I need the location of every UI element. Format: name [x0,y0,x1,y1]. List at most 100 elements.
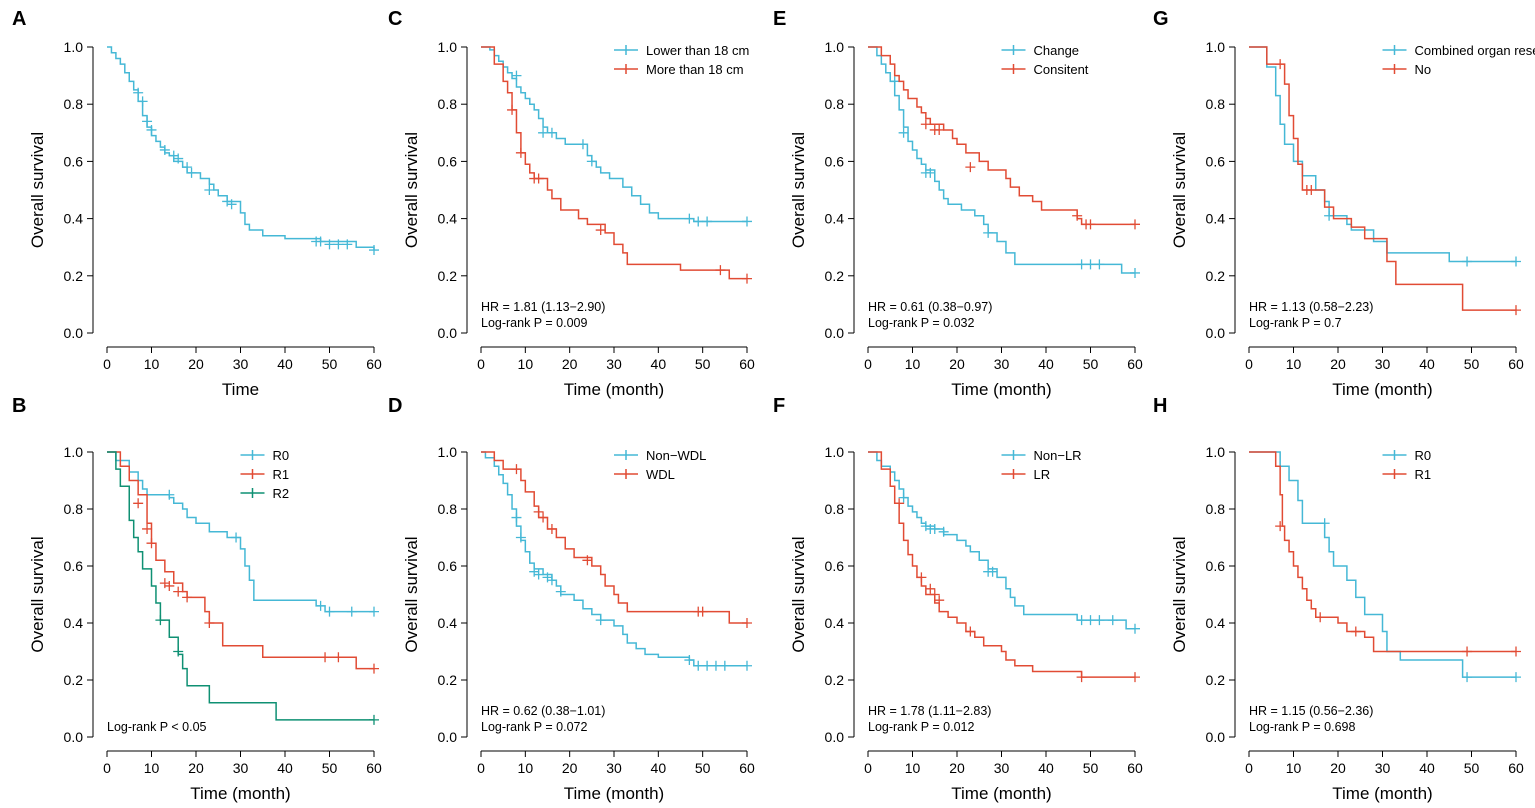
y-tick-label: 0.0 [438,729,458,745]
censor-mark [1076,672,1087,683]
censor-mark [983,227,994,238]
series-line-lr [868,451,1135,678]
x-tick-label: 20 [188,356,204,372]
legend-key [1001,64,1026,74]
x-tick-label: 30 [606,356,622,372]
panel-C: C 0 10 20 30 40 50 60 0.0 0.2 0.4 0.6 0.8 1.0 Time (mo… [388,8,755,399]
y-tick-label: 0.4 [1206,211,1226,227]
censor-mark [1350,626,1361,637]
series-line-r0 [1249,451,1516,678]
x-tick-label: 50 [1083,760,1099,776]
x-tick-label: 60 [366,760,382,776]
censor-mark [1275,59,1286,70]
legend-label: WDL [646,467,675,482]
legend-key [240,469,265,479]
y-tick-label: 0.8 [1206,96,1226,112]
censor-mark [586,156,597,167]
censor-mark [715,265,726,276]
stat-annotation: Log-rank P = 0.7 [1249,316,1342,330]
series-line-consitent [868,46,1135,226]
series-line-non-wdl [481,451,747,667]
x-axis-title: Time (month) [951,380,1051,399]
x-tick-label: 20 [949,760,965,776]
x-tick-label: 50 [695,356,711,372]
y-tick-label: 0.0 [64,325,84,341]
x-tick-label: 30 [606,760,622,776]
censor-mark [710,660,721,671]
y-axis-title: Overall survival [402,132,421,248]
censor-mark [155,615,166,626]
censor-mark [369,663,379,674]
censor-mark [182,162,193,173]
x-tick-label: 40 [277,356,293,372]
censor-mark [702,216,713,227]
y-tick-label: 0.6 [825,153,845,169]
legend-key [1001,450,1026,460]
censor-mark [515,532,526,543]
x-tick-label: 50 [322,356,338,372]
panel-E: E 0 10 20 30 40 50 60 0.0 0.2 0.4 0.6 0.8 1.0 Time (mo… [773,8,1143,399]
x-tick-label: 40 [1038,356,1054,372]
x-tick-label: 50 [1464,356,1480,372]
legend-label: R2 [273,486,290,501]
x-tick-label: 10 [144,356,160,372]
x-tick-label: 40 [651,356,667,372]
y-tick-label: 0.6 [438,153,458,169]
x-tick-label: 10 [518,760,534,776]
censor-mark [1107,615,1118,626]
censor-mark [965,626,976,637]
y-tick-label: 1.0 [825,444,845,460]
censor-mark [204,618,215,628]
legend-label: R0 [273,448,290,463]
censor-mark [146,538,157,549]
panel-letter: C [388,8,402,30]
censor-mark [538,127,549,138]
x-tick-label: 0 [864,760,872,776]
censor-mark [182,592,193,603]
legend-label: Consitent [1034,62,1089,77]
legend-label: Change [1034,43,1080,58]
censor-mark [324,239,335,250]
y-tick-label: 0.6 [438,558,458,574]
stat-annotation: Log-rank P = 0.698 [1249,720,1355,734]
x-axis-title: Time (month) [564,784,664,803]
censor-mark [173,586,184,597]
y-tick-label: 0.8 [1206,501,1226,517]
censor-mark [1085,219,1096,230]
stat-annotation: Log-rank P < 0.05 [107,720,207,734]
censor-mark [333,652,344,663]
censor-mark [938,526,949,537]
censor-mark [164,489,175,500]
series-line-all [107,46,375,251]
y-tick-label: 0.4 [64,615,84,631]
x-tick-label: 10 [1286,356,1302,372]
legend-label: LR [1034,467,1051,482]
y-tick-label: 1.0 [438,39,458,55]
y-tick-label: 1.0 [64,444,84,460]
censor-mark [697,606,708,617]
censor-mark [742,660,752,671]
censor-mark [693,216,704,227]
panel-G: G 0 10 20 30 40 50 60 0.0 0.2 0.4 0.6 0.8 1.0 Time (mo… [1153,8,1535,399]
panel-letter: E [773,8,786,30]
legend-key [1382,64,1407,74]
x-tick-label: 50 [695,760,711,776]
stat-annotation: Log-rank P = 0.072 [481,720,587,734]
censor-mark [315,236,326,247]
legend-key [240,488,265,498]
censor-mark [1130,672,1140,683]
censor-mark [1511,256,1521,267]
series-line-change [868,46,1135,274]
stat-annotation: Log-rank P = 0.009 [481,316,587,330]
censor-mark [204,185,215,195]
x-tick-label: 40 [277,760,293,776]
legend-key [240,450,265,460]
y-tick-label: 0.6 [825,558,845,574]
y-tick-label: 0.4 [825,211,845,227]
censor-mark [742,216,752,227]
censor-mark [894,498,905,509]
y-tick-label: 0.6 [64,153,84,169]
x-tick-label: 40 [651,760,667,776]
censor-mark [133,498,144,509]
y-axis-title: Overall survival [1170,132,1189,248]
